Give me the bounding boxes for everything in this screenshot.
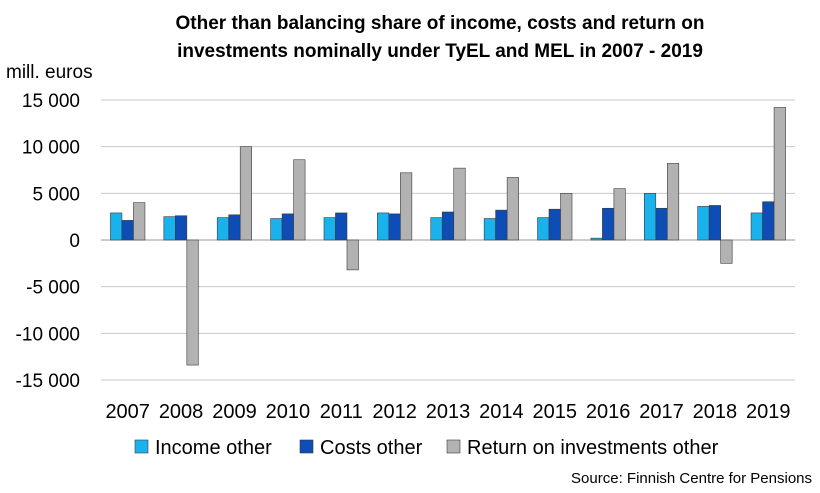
y-tick-label: 5 000 <box>32 184 80 205</box>
x-tick-label: 2014 <box>479 401 524 423</box>
y-tick-label: -5 000 <box>26 278 80 299</box>
legend-label: Income other <box>155 437 272 459</box>
bar-income-other-2012 <box>377 212 390 241</box>
bar-return-on-investments-other-2009 <box>239 146 253 241</box>
x-tick-label: 2008 <box>159 401 204 423</box>
bar-income-other-2010 <box>270 218 283 241</box>
bar-income-other-2014 <box>483 218 496 241</box>
bar-return-on-investments-other-2014 <box>506 177 519 241</box>
x-tick-label: 2018 <box>693 401 738 423</box>
bar-return-on-investments-other-2010 <box>293 159 306 241</box>
x-tick-label: 2017 <box>639 401 684 423</box>
bar-costs-other-2017 <box>655 207 668 241</box>
bar-return-on-investments-other-2017 <box>666 163 680 241</box>
bars <box>110 107 786 366</box>
x-tick-label: 2015 <box>533 401 578 423</box>
chart-title-line-1: Other than balancing share of income, co… <box>176 13 705 34</box>
bar-return-on-investments-other-2011 <box>346 239 359 271</box>
bar-costs-other-2016 <box>602 207 615 241</box>
x-tick-label: 2012 <box>372 401 417 423</box>
bar-costs-other-2010 <box>281 213 294 241</box>
bar-costs-other-2013 <box>441 211 455 241</box>
bar-return-on-investments-other-2018 <box>720 239 733 264</box>
bar-costs-other-2015 <box>548 208 561 241</box>
x-tick-label: 2011 <box>320 401 363 423</box>
bar-income-other-2009 <box>216 217 230 241</box>
chart-title-line-2: investments nominally under TyEL and MEL… <box>177 41 703 62</box>
legend: Income other Costs other Return on investm… <box>134 437 719 459</box>
bar-income-other-2011 <box>323 217 336 241</box>
x-tick-label: 2013 <box>426 401 471 423</box>
legend-label: Costs other <box>320 437 423 459</box>
y-axis-ticks: 15 000 10 000 5 000 0 -5 000 -10 000 -15 000 <box>16 91 80 392</box>
bar-income-other-2007 <box>110 212 123 241</box>
y-tick-label: 10 000 <box>22 138 80 159</box>
bar-income-other-2018 <box>697 206 710 241</box>
y-axis-unit-label: mill. euros <box>6 62 93 83</box>
x-tick-label: 2016 <box>586 401 631 423</box>
bar-costs-other-2009 <box>228 214 241 241</box>
bar-costs-other-2008 <box>175 215 188 241</box>
legend-swatch <box>299 439 314 454</box>
bar-return-on-investments-other-2007 <box>133 202 146 241</box>
gridlines <box>101 99 795 381</box>
bar-costs-other-2007 <box>121 220 134 241</box>
bar-return-on-investments-other-2015 <box>560 193 573 241</box>
bar-income-other-2019 <box>750 212 763 241</box>
bar-return-on-investments-other-2008 <box>186 239 199 366</box>
legend-label: Return on investments other <box>467 437 719 459</box>
y-tick-label: 15 000 <box>22 91 80 112</box>
bar-income-other-2016 <box>590 237 603 241</box>
legend-swatch <box>446 439 461 454</box>
bar-costs-other-2012 <box>388 213 401 241</box>
y-tick-label: -10 000 <box>16 324 80 345</box>
source-note: Source: Finnish Centre for Pensions <box>571 470 812 487</box>
legend-swatch <box>134 439 149 454</box>
bar-return-on-investments-other-2019 <box>773 107 786 241</box>
x-axis-ticks: 2007 2008 2009 2010 2011 2012 2013 2014 2015 2016… <box>105 401 790 423</box>
bar-costs-other-2014 <box>495 209 508 241</box>
bar-income-other-2017 <box>643 193 657 241</box>
y-tick-label: -15 000 <box>16 371 80 392</box>
y-tick-label: 0 <box>69 231 80 252</box>
x-tick-label: 2007 <box>105 401 150 423</box>
x-tick-label: 2019 <box>746 401 791 423</box>
bar-income-other-2015 <box>537 217 550 241</box>
x-tick-label: 2010 <box>266 401 311 423</box>
bar-costs-other-2011 <box>335 212 348 241</box>
bar-return-on-investments-other-2013 <box>453 167 466 241</box>
bar-income-other-2013 <box>430 217 443 241</box>
bar-costs-other-2018 <box>708 205 721 241</box>
bar-costs-other-2019 <box>762 201 775 241</box>
x-tick-label: 2009 <box>212 401 257 423</box>
bar-return-on-investments-other-2016 <box>613 188 626 241</box>
bar-return-on-investments-other-2012 <box>400 172 413 241</box>
bar-income-other-2008 <box>163 216 176 241</box>
